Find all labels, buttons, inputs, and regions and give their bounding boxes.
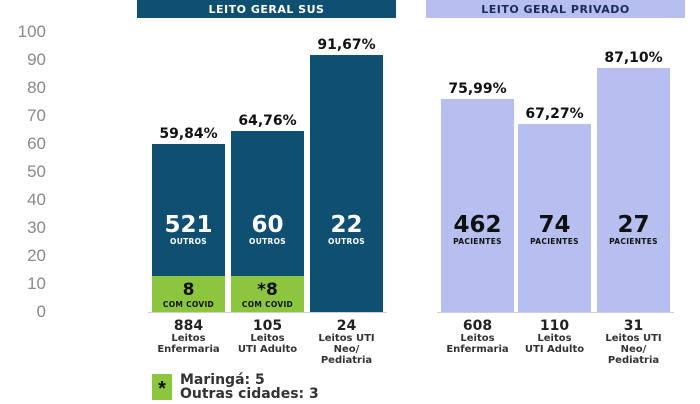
covid-label: COM COVID bbox=[162, 299, 215, 309]
bar-main-segment bbox=[597, 68, 670, 312]
percent-label: 64,76% bbox=[238, 112, 297, 129]
main-label: PACIENTES bbox=[609, 236, 658, 246]
main-count: 74 bbox=[538, 211, 571, 238]
bar-covid-segment bbox=[231, 275, 304, 312]
category-count: 110 bbox=[539, 318, 570, 334]
main-label: PACIENTES bbox=[453, 236, 502, 246]
covid-count: *8 bbox=[257, 279, 278, 300]
category-label: Leitos bbox=[250, 333, 285, 344]
privado-panel-title: LEITO GERAL PRIVADO bbox=[426, 0, 685, 18]
sus-panel-title: LEITO GERAL SUS bbox=[137, 0, 396, 18]
bar-main-segment bbox=[441, 99, 514, 312]
y-tick-label: 70 bbox=[27, 106, 46, 125]
privado-bar: 74 PACIENTES bbox=[518, 123, 591, 312]
bar-covid-segment bbox=[152, 275, 225, 312]
covid-count: 8 bbox=[182, 279, 195, 300]
sus-bar: *8 COM COVID 60 OUTROS bbox=[231, 130, 304, 312]
y-tick-label: 90 bbox=[27, 50, 46, 69]
main-count: 462 bbox=[453, 211, 502, 238]
category-count: 24 bbox=[336, 318, 357, 334]
percent-label: 59,84% bbox=[159, 126, 218, 143]
legend-outras-cidades: Outras cidades: 3 bbox=[180, 386, 319, 402]
main-label: OUTROS bbox=[249, 236, 286, 246]
category-count: 608 bbox=[462, 318, 493, 334]
y-tick-label: 30 bbox=[27, 218, 46, 237]
category-label: Pediatria bbox=[607, 355, 660, 366]
covid-legend-marker: * bbox=[152, 374, 172, 400]
category-label: UTI Adulto bbox=[237, 344, 298, 355]
percent-label: 75,99% bbox=[448, 81, 507, 98]
category-label: Neo/ bbox=[620, 344, 647, 355]
percent-label: 87,10% bbox=[604, 50, 663, 67]
category-count: 884 bbox=[173, 318, 204, 334]
category-label: Leitos UTI bbox=[605, 333, 662, 344]
y-tick-label: 80 bbox=[27, 78, 46, 97]
bar-main-segment bbox=[310, 55, 383, 312]
y-tick-label: 100 bbox=[17, 22, 46, 41]
category-label: Enfermaria bbox=[157, 344, 220, 355]
privado-baseline bbox=[437, 312, 674, 313]
y-tick-label: 40 bbox=[27, 190, 46, 209]
legend-maringa: Maringá: 5 bbox=[180, 372, 265, 388]
main-label: OUTROS bbox=[328, 236, 365, 246]
bar-main-segment bbox=[231, 130, 304, 276]
category-count: 105 bbox=[252, 318, 283, 334]
main-label: OUTROS bbox=[170, 236, 207, 246]
main-count: 60 bbox=[251, 211, 284, 238]
category-label: UTI Adulto bbox=[524, 344, 585, 355]
bar-main-segment bbox=[152, 144, 225, 276]
category-count: 31 bbox=[623, 318, 644, 334]
y-tick-label: 20 bbox=[27, 246, 46, 265]
category-label: Leitos bbox=[537, 333, 572, 344]
category-label: Enfermaria bbox=[446, 344, 509, 355]
y-tick-label: 60 bbox=[27, 134, 46, 153]
covid-label: COM COVID bbox=[241, 299, 294, 309]
privado-bar: 27 PACIENTES bbox=[597, 68, 670, 312]
y-tick-label: 10 bbox=[27, 274, 46, 293]
category-label: Leitos bbox=[171, 333, 206, 344]
privado-bar: 462 PACIENTES bbox=[441, 99, 514, 312]
main-count: 27 bbox=[617, 211, 650, 238]
sus-bar: 8 COM COVID 521 OUTROS bbox=[152, 144, 225, 312]
percent-label: 91,67% bbox=[317, 37, 376, 54]
bar-main-segment bbox=[518, 123, 591, 312]
category-label: Neo/ bbox=[333, 344, 360, 355]
y-tick-label: 0 bbox=[36, 302, 46, 321]
sus-baseline bbox=[148, 312, 387, 313]
category-label: Leitos UTI bbox=[318, 333, 375, 344]
main-count: 521 bbox=[164, 211, 213, 238]
main-count: 22 bbox=[330, 211, 363, 238]
category-label: Leitos bbox=[460, 333, 495, 344]
category-label: Pediatria bbox=[320, 355, 373, 366]
main-label: PACIENTES bbox=[530, 236, 579, 246]
percent-label: 67,27% bbox=[525, 105, 584, 122]
y-tick-label: 50 bbox=[27, 162, 46, 181]
sus-bar: 22 OUTROS bbox=[310, 55, 383, 312]
